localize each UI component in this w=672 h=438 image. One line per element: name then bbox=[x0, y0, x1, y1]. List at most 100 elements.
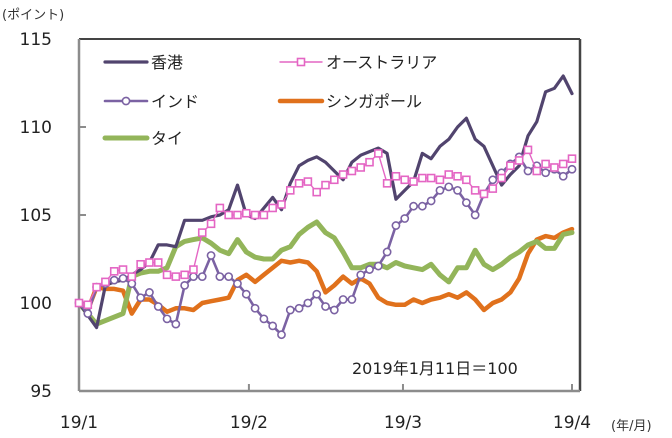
data-point bbox=[400, 175, 410, 185]
x-tick-label: 19/3 bbox=[384, 413, 422, 433]
data-point bbox=[470, 186, 480, 195]
data-point bbox=[567, 154, 577, 163]
data-point bbox=[215, 272, 225, 281]
data-point bbox=[382, 179, 392, 188]
data-point bbox=[479, 189, 489, 199]
x-tick-label: 19/4 bbox=[553, 413, 591, 433]
data-point bbox=[391, 171, 401, 181]
data-point bbox=[241, 208, 251, 218]
data-point bbox=[118, 265, 128, 274]
legend-label: オーストラリア bbox=[326, 53, 437, 72]
data-point bbox=[558, 171, 568, 181]
data-point bbox=[365, 265, 374, 274]
data-point bbox=[409, 177, 418, 186]
data-point bbox=[153, 258, 163, 267]
legend-item: タイ bbox=[102, 129, 183, 148]
legend-label: シンガポール bbox=[326, 92, 422, 111]
data-point bbox=[268, 321, 278, 331]
data-point bbox=[532, 166, 542, 176]
data-point bbox=[338, 295, 348, 304]
data-point bbox=[109, 275, 119, 285]
y-tick-label: 105 bbox=[20, 206, 52, 226]
data-point bbox=[444, 170, 454, 179]
data-point bbox=[197, 272, 207, 281]
data-point bbox=[127, 279, 137, 289]
data-point bbox=[356, 163, 366, 172]
data-point bbox=[497, 173, 506, 183]
data-point bbox=[145, 258, 154, 267]
data-point bbox=[321, 302, 330, 311]
y-tick-label: 100 bbox=[20, 294, 52, 314]
data-point bbox=[391, 221, 401, 230]
legend-item: インド bbox=[103, 92, 199, 111]
series-2 bbox=[74, 145, 577, 310]
data-point bbox=[136, 259, 145, 269]
data-point bbox=[409, 201, 418, 211]
data-point bbox=[417, 201, 427, 211]
data-point bbox=[435, 175, 445, 185]
legend-item: オーストラリア bbox=[279, 53, 437, 72]
data-point bbox=[453, 185, 462, 195]
data-point bbox=[180, 270, 189, 280]
data-point bbox=[127, 272, 137, 281]
data-point bbox=[233, 279, 242, 289]
data-point bbox=[83, 300, 93, 310]
data-point bbox=[92, 282, 101, 292]
data-point bbox=[312, 289, 322, 299]
data-point bbox=[259, 314, 269, 324]
data-point bbox=[83, 309, 93, 318]
data-point bbox=[277, 330, 286, 340]
data-point bbox=[303, 177, 313, 186]
data-point bbox=[523, 166, 533, 176]
data-point bbox=[523, 145, 533, 155]
data-point bbox=[189, 265, 198, 274]
y-tick-label: 115 bbox=[20, 30, 52, 50]
y-tick-label: 110 bbox=[20, 118, 52, 138]
data-point bbox=[329, 305, 339, 315]
data-point bbox=[330, 175, 339, 185]
series-line bbox=[77, 74, 574, 330]
data-point bbox=[233, 210, 242, 220]
series-layer bbox=[74, 74, 577, 340]
data-point bbox=[338, 170, 348, 179]
data-point bbox=[294, 179, 304, 188]
data-point bbox=[250, 303, 260, 313]
data-point bbox=[277, 200, 286, 209]
data-point bbox=[171, 319, 181, 329]
data-point bbox=[426, 173, 436, 183]
data-point bbox=[558, 159, 568, 169]
data-point bbox=[241, 289, 251, 299]
data-point bbox=[488, 175, 498, 185]
legend-label: インド bbox=[151, 92, 199, 111]
data-point bbox=[347, 166, 357, 176]
data-point bbox=[285, 186, 295, 195]
data-point bbox=[541, 159, 550, 169]
series-1 bbox=[77, 74, 574, 330]
data-point bbox=[206, 251, 216, 260]
base-date-annotation: 2019年1月11日＝100 bbox=[352, 359, 518, 378]
data-point bbox=[470, 210, 480, 220]
x-axis-ticks: 19/1 19/2 19/3 19/4 bbox=[60, 384, 591, 433]
x-tick-label: 19/1 bbox=[60, 413, 98, 433]
data-point bbox=[374, 149, 383, 158]
data-point bbox=[180, 280, 190, 290]
data-point bbox=[418, 173, 427, 183]
data-point bbox=[506, 161, 515, 171]
series-line bbox=[76, 219, 575, 327]
data-point bbox=[268, 203, 277, 213]
data-point bbox=[189, 272, 198, 281]
data-point bbox=[567, 164, 577, 174]
data-point bbox=[303, 298, 313, 308]
data-point bbox=[171, 272, 181, 281]
data-point bbox=[118, 273, 128, 283]
series-5 bbox=[76, 219, 575, 327]
data-point bbox=[514, 156, 524, 165]
data-point bbox=[162, 270, 172, 280]
data-point bbox=[215, 203, 225, 213]
data-point bbox=[365, 157, 374, 167]
data-point bbox=[294, 303, 304, 313]
data-point bbox=[382, 247, 392, 257]
legend-item: 香港 bbox=[103, 53, 183, 72]
data-point bbox=[224, 210, 233, 220]
